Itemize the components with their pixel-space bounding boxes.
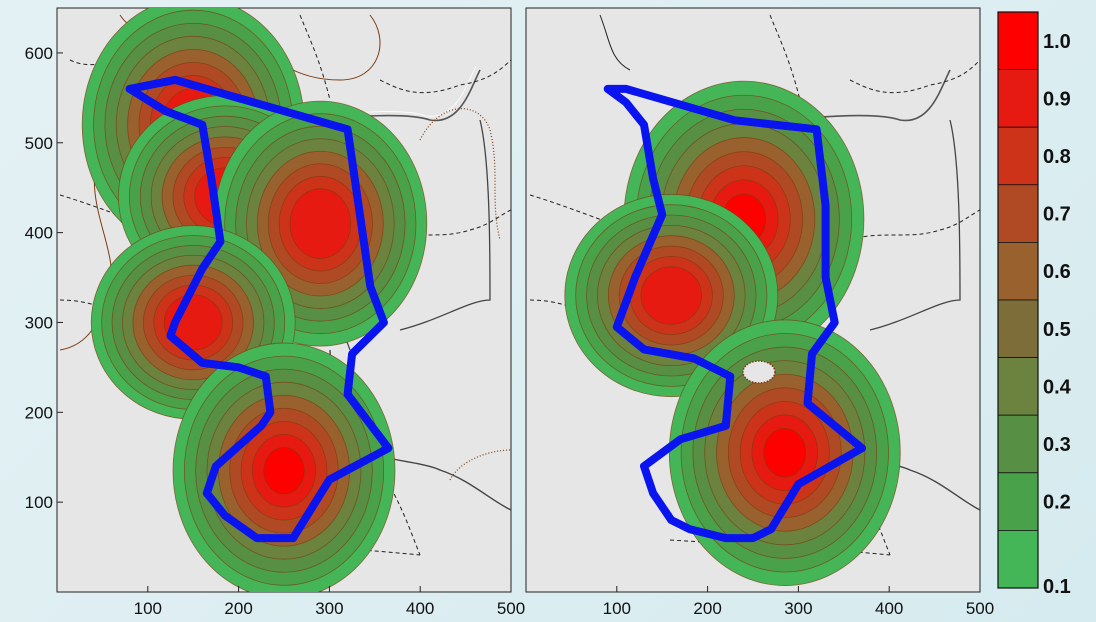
left-y-ticks: 100 200 300 400 500 600 [25, 44, 63, 512]
left-x-tick-label: 200 [224, 599, 252, 618]
left-contour-ring [289, 188, 352, 259]
left-boundary-line [125, 75, 393, 543]
left-x-tick-label: 400 [406, 599, 434, 618]
right-density-layer [564, 80, 901, 586]
right-low-density-hole [742, 360, 776, 384]
left-contour-ring [263, 447, 305, 495]
right-x-tick-label: 200 [693, 599, 721, 618]
left-x-tick-label: 500 [497, 599, 525, 618]
colorbar: 1.0 0.9 0.8 0.7 0.6 0.5 0.4 0.3 0.2 0.1 [997, 11, 1072, 598]
colorbar-swatch [997, 299, 1039, 358]
colorbar-swatch [997, 357, 1039, 416]
right-panel: 100 200 300 400 500 [525, 7, 994, 618]
colorbar-swatch [997, 414, 1039, 474]
left-y-tick-label: 200 [25, 403, 53, 422]
left-y-tick-label: 300 [25, 313, 53, 332]
left-y-tick-label: 500 [25, 134, 53, 153]
colorbar-label: 0.7 [1043, 204, 1071, 226]
colorbar-swatch [997, 69, 1039, 128]
colorbar-swatch [997, 11, 1039, 70]
colorbar-label: 1.0 [1043, 31, 1071, 53]
right-boundary-line [603, 84, 866, 543]
right-x-tick-label: 500 [966, 599, 994, 618]
colorbar-label: 0.1 [1043, 576, 1071, 598]
left-x-tick-label: 100 [134, 599, 162, 618]
colorbar-swatch [997, 472, 1039, 531]
right-contour-ring [640, 266, 702, 325]
left-y-tick-label: 400 [25, 224, 53, 243]
right-x-tick-label: 400 [875, 599, 903, 618]
left-x-ticks: 100 200 300 400 500 [134, 586, 525, 618]
colorbar-label: 0.4 [1043, 376, 1072, 398]
colorbar-swatch [997, 184, 1039, 243]
colorbar-label: 0.3 [1043, 434, 1071, 456]
right-x-tick-label: 100 [603, 599, 631, 618]
left-y-tick-label: 600 [25, 44, 53, 63]
left-density-layer [81, 8, 428, 592]
colorbar-label: 0.8 [1043, 146, 1071, 168]
colorbar-frame [997, 11, 1039, 589]
colorbar-swatch [997, 241, 1039, 301]
colorbar-label: 0.5 [1043, 319, 1071, 341]
colorbar-label: 0.2 [1043, 492, 1071, 514]
left-y-tick-label: 100 [25, 493, 53, 512]
right-x-tick-label: 300 [784, 599, 812, 618]
right-x-ticks: 100 200 300 400 500 [603, 586, 994, 618]
colorbar-label: 0.9 [1043, 88, 1071, 110]
left-x-tick-label: 300 [315, 599, 343, 618]
colorbar-label: 0.6 [1043, 261, 1071, 283]
colorbar-swatch [997, 530, 1039, 589]
colorbar-swatch [997, 126, 1039, 186]
right-contour-ring [763, 428, 807, 478]
left-panel: 100 200 300 400 500 100 200 300 400 500 600 [25, 7, 525, 618]
